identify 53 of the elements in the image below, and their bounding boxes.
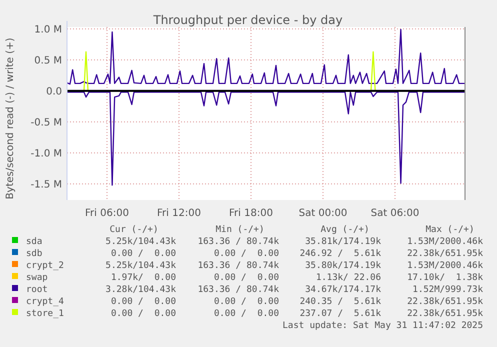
text: Cur (-/+) (110, 225, 158, 235)
y-tick-label: -1.5 M (30, 179, 62, 190)
legend-label: crypt_2 (26, 261, 64, 271)
text: 237.07 / 5.61k (300, 309, 382, 319)
y-tick-label: 0.0 (46, 86, 62, 98)
text: 1.53M/2000.46k (407, 261, 484, 271)
y-tick-label: 0.5 M (34, 55, 62, 66)
legend-label: root (26, 285, 48, 295)
text: 0.00 / 0.00 (110, 309, 176, 319)
legend-label: swap (26, 273, 48, 283)
text: 163.36 / 80.74k (198, 261, 280, 271)
text: Max (-/+) (426, 225, 474, 235)
y-tick-label: -0.5 M (30, 117, 62, 128)
text: 1.53M/2000.46k (407, 237, 484, 247)
text: 240.35 / 5.61k (300, 297, 382, 307)
text: 246.92 / 5.61k (300, 249, 382, 259)
y-tick-label: 1.0 M (34, 24, 62, 36)
text: 22.38k/651.95k (407, 297, 484, 307)
text: 5.25k/104.43k (106, 261, 177, 271)
y-axis-title: Bytes/second read (-) / write (+) (5, 38, 16, 200)
text: 0.00 / 0.00 (214, 297, 279, 307)
text: 0.00 / 0.00 (214, 273, 279, 283)
text: 22.38k/651.95k (407, 249, 484, 259)
x-tick-label: Sat 06:00 (370, 208, 420, 219)
text: Last update: Sat May 31 11:47:02 2025 (282, 321, 483, 331)
text: 22.38k/651.95k (407, 309, 484, 319)
text: 17.10k/ 1.38k (407, 273, 484, 283)
text: 0.00 / 0.00 (214, 249, 279, 259)
x-tick-label: Fri 06:00 (85, 208, 129, 219)
x-tick-label: Sat 00:00 (298, 208, 348, 219)
text: 1.13k/ 22.06 (316, 273, 381, 283)
x-tick-label: Fri 18:00 (229, 208, 273, 219)
text: Min (-/+) (216, 225, 264, 235)
text: 0.00 / 0.00 (110, 297, 176, 307)
text: 1.97k/ 0.00 (110, 273, 176, 283)
legend-label: crypt_4 (26, 297, 64, 307)
legend-label: store_1 (26, 309, 64, 319)
legend-label: sdb (26, 249, 42, 259)
text: 0.00 / 0.00 (214, 309, 279, 319)
legend-label: sda (26, 237, 42, 247)
text: 34.67k/174.17k (305, 285, 382, 295)
text: 163.36 / 80.74k (198, 285, 280, 295)
text: 3.28k/104.43k (106, 285, 177, 295)
text: 5.25k/104.43k (106, 237, 177, 247)
text: 1.52M/999.73k (412, 285, 484, 295)
text: 163.36 / 80.74k (198, 237, 280, 247)
text: 35.81k/174.19k (305, 237, 382, 247)
text: 35.80k/174.19k (305, 261, 382, 271)
text: 0.00 / 0.00 (110, 249, 176, 259)
chart-title: Throughput per device - by day (152, 13, 343, 27)
text: Avg (-/+) (320, 225, 370, 235)
y-tick-label: -1.0 M (30, 148, 62, 160)
x-tick-label: Fri 12:00 (157, 208, 201, 219)
